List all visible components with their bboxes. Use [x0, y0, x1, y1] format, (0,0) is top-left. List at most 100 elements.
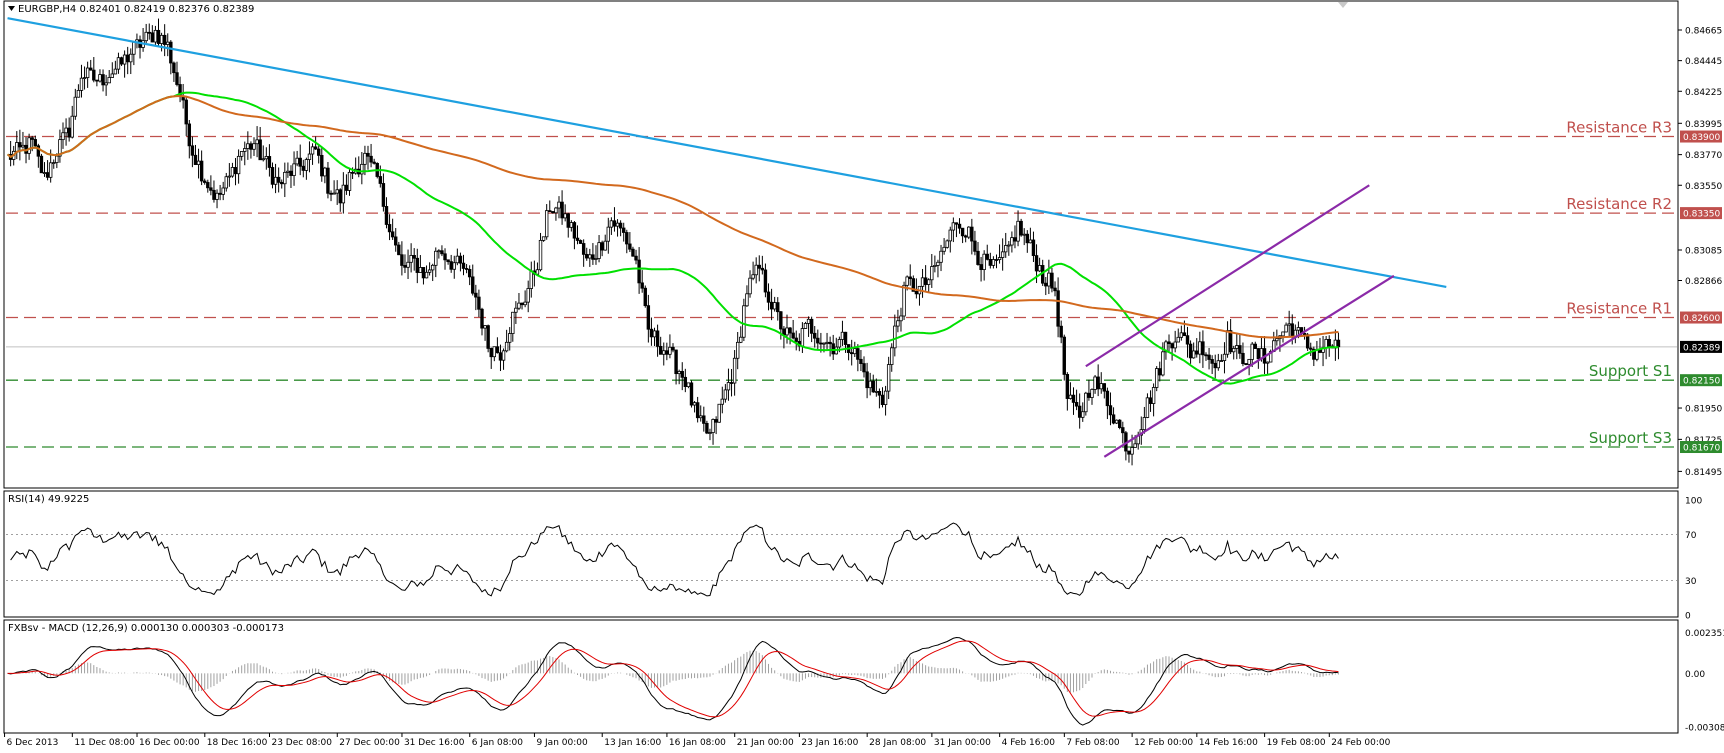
candle-body — [896, 320, 900, 327]
candle-body — [699, 415, 703, 419]
time-tick-label: 23 Jan 16:00 — [801, 738, 858, 748]
candle-body — [754, 264, 758, 276]
candle-body — [477, 296, 481, 310]
price-tick-label: 0.84225 — [1685, 88, 1722, 98]
chart-shift-marker-icon[interactable] — [1338, 2, 1348, 8]
candle-body — [640, 282, 644, 289]
candle-body — [58, 139, 62, 157]
candle-body — [446, 259, 450, 263]
candle-body — [936, 261, 940, 266]
candle-body — [732, 357, 737, 384]
candle-body — [461, 262, 466, 269]
candle-body — [415, 257, 419, 273]
candle-body — [970, 226, 974, 242]
candle-body — [1195, 350, 1199, 355]
candle-body — [89, 67, 93, 71]
candle-body — [1191, 350, 1196, 359]
candle-body — [101, 74, 105, 86]
candle-body — [1235, 345, 1239, 349]
candle-body — [162, 34, 167, 45]
candle-body — [853, 348, 857, 355]
candle-body — [1093, 376, 1097, 390]
candle-body — [1062, 336, 1066, 375]
candle-body — [1232, 348, 1236, 353]
candle-body — [785, 327, 789, 336]
candle-body — [403, 265, 407, 268]
candle-body — [378, 176, 383, 184]
candle-body — [215, 192, 219, 200]
candle-body — [791, 332, 795, 339]
candle-body — [326, 167, 330, 194]
candle-body — [618, 222, 623, 229]
candle-body — [187, 123, 192, 147]
candle-body — [658, 345, 663, 355]
candle-body — [184, 99, 188, 125]
candle-body — [625, 232, 629, 245]
candle-body — [471, 276, 475, 294]
candle-body — [766, 291, 771, 303]
candle-body — [763, 269, 768, 293]
candle-body — [735, 341, 740, 359]
candle-body — [76, 90, 81, 98]
candle-body — [1105, 390, 1110, 407]
candle-body — [1000, 251, 1005, 258]
candle-body — [828, 341, 832, 345]
price-axis: 0.84665 0.84445 0.84225 0.83995 0.83770 0.835… — [1678, 27, 1722, 478]
candle-body — [594, 258, 598, 260]
candle-body — [822, 342, 826, 345]
candle-body — [1176, 336, 1180, 343]
time-tick-label: 6 Dec 2013 — [7, 738, 59, 748]
candle-body — [511, 311, 515, 334]
candle-body — [273, 176, 278, 185]
candle-body — [856, 348, 860, 360]
level-price-label: 0.81670 — [1683, 444, 1720, 454]
candle-body — [874, 390, 879, 393]
candle-body — [1010, 237, 1014, 246]
candle-body — [1031, 239, 1036, 256]
candle-body — [169, 41, 173, 64]
candle-body — [751, 274, 755, 279]
candle-body — [960, 227, 965, 237]
candle-body — [1222, 353, 1227, 361]
candle-body — [1188, 343, 1193, 359]
candle-body — [1059, 325, 1063, 338]
time-tick-label: 27 Dec 00:00 — [339, 738, 400, 748]
candle-body — [825, 341, 829, 344]
candle-body — [514, 307, 518, 313]
collapse-triangle-icon[interactable] — [8, 6, 15, 11]
candle-body — [1179, 332, 1184, 338]
candle-body — [849, 352, 854, 355]
ma-brown-line — [6, 95, 1339, 339]
candle-body — [591, 254, 595, 260]
candle-body — [440, 250, 444, 255]
candle-body — [116, 57, 121, 70]
candle-body — [270, 167, 275, 185]
candle-body — [886, 364, 891, 392]
candle-body — [424, 271, 429, 279]
candle-body — [1170, 343, 1174, 349]
candle-body — [655, 330, 660, 347]
candle-body — [803, 323, 808, 329]
candle-body — [1071, 394, 1076, 403]
candle-body — [492, 346, 497, 358]
level-price-label: 0.83900 — [1683, 133, 1720, 143]
candle-body — [997, 257, 1002, 261]
price-tick-label: 0.83550 — [1685, 182, 1722, 192]
candle-body — [689, 382, 694, 406]
candle-body — [1022, 233, 1026, 236]
candle-body — [156, 29, 161, 44]
candle-body — [927, 279, 931, 285]
rsi-tick-label: 100 — [1685, 497, 1702, 507]
candle-body — [110, 73, 114, 78]
candle-body — [729, 382, 734, 384]
candle-body — [61, 132, 65, 141]
candle-body — [560, 201, 564, 219]
candle-body — [702, 415, 706, 424]
candle-body — [196, 160, 201, 165]
candle-body — [292, 163, 296, 176]
candle-body — [236, 155, 241, 175]
level-price-box — [1680, 207, 1722, 220]
candle-body — [335, 189, 339, 194]
main-title: EURGBP,H4 0.82401 0.82419 0.82376 0.8238… — [18, 4, 254, 15]
candle-body — [1047, 272, 1051, 287]
